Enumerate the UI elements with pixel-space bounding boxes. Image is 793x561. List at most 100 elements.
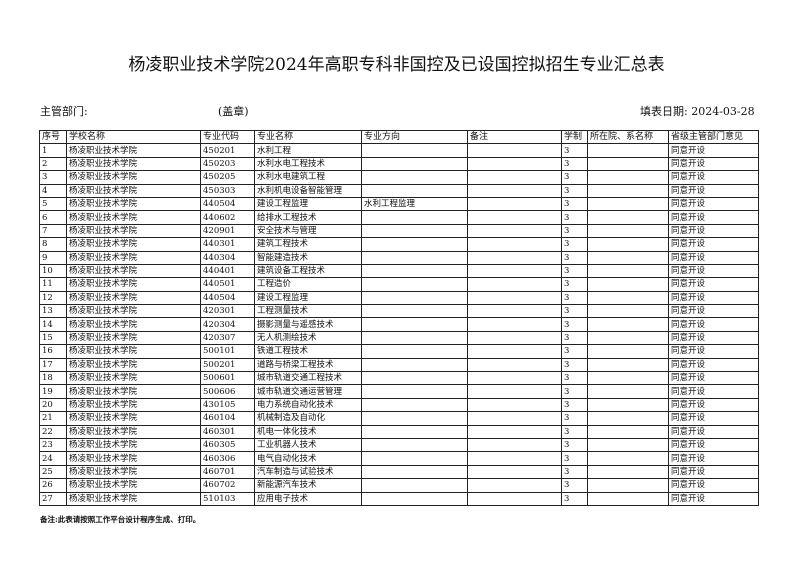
table-cell: 同意开设 (668, 371, 759, 386)
table-cell: 工程测量技术 (254, 304, 362, 319)
table-cell: 杨凌职业技术学院 (66, 143, 201, 158)
table-cell: 3 (561, 411, 588, 426)
seal-label: (盖章) (218, 105, 249, 118)
table-cell: 杨凌职业技术学院 (66, 357, 201, 373)
table-cell: 杨凌职业技术学院 (66, 250, 201, 265)
table-row: 15 杨凌职业技术学院 420307 无人机测绘技术 3 同意开设 (39, 330, 759, 346)
table-cell (587, 357, 669, 373)
table-cell: 杨凌职业技术学院 (66, 411, 201, 426)
table-cell (587, 491, 669, 506)
table-cell (587, 451, 669, 466)
table-row: 9 杨凌职业技术学院 440304 智能建造技术 3 同意开设 (39, 250, 759, 265)
table-cell: 5 (39, 196, 67, 212)
table-cell (361, 344, 468, 359)
table-cell: 12 (39, 290, 67, 306)
table-cell: 水利机电设备智能管理 (254, 183, 362, 198)
table-cell (361, 464, 468, 480)
table-cell (587, 250, 669, 265)
table-cell (467, 156, 562, 172)
table-cell: 3 (561, 424, 588, 439)
table-cell: 420301 (200, 304, 255, 319)
table-cell: 3 (561, 357, 588, 373)
table-cell: 杨凌职业技术学院 (66, 330, 201, 346)
table-cell (361, 143, 468, 158)
table-cell (361, 183, 468, 198)
table-row: 13 杨凌职业技术学院 420301 工程测量技术 3 同意开设 (39, 304, 759, 319)
table-cell: 2 (39, 156, 67, 172)
table-cell: 同意开设 (668, 183, 759, 198)
table-cell (467, 371, 562, 386)
table-cell: 杨凌职业技术学院 (66, 304, 201, 319)
table-row: 11 杨凌职业技术学院 440501 工程造价 3 同意开设 (39, 277, 759, 292)
footnote: 备注:此表请按照工作平台设计程序生成、打印。 (40, 515, 201, 524)
table-cell: 500101 (200, 344, 255, 359)
table-cell: 同意开设 (668, 317, 759, 332)
table-cell (587, 277, 669, 292)
table-cell: 11 (39, 277, 67, 292)
table-row: 25 杨凌职业技术学院 460701 汽车制造与试验技术 3 同意开设 (39, 464, 759, 480)
table-cell (587, 237, 669, 252)
table-cell (467, 304, 562, 319)
table-cell: 450203 (200, 156, 255, 172)
table-cell: 24 (39, 451, 67, 466)
table-cell (467, 384, 562, 399)
table-cell (587, 183, 669, 198)
table-cell: 杨凌职业技术学院 (66, 451, 201, 466)
table-cell (587, 210, 669, 225)
table-cell (467, 464, 562, 480)
table-cell: 3 (561, 237, 588, 252)
table-cell (587, 344, 669, 359)
table-cell: 15 (39, 330, 67, 346)
table-row: 14 杨凌职业技术学院 420304 摄影测量与遥感技术 3 同意开设 (39, 317, 759, 332)
table-cell (467, 437, 562, 453)
table-cell: 3 (561, 250, 588, 265)
table-cell: 同意开设 (668, 330, 759, 346)
table-cell: 同意开设 (668, 451, 759, 466)
department-label: 主管部门: (40, 105, 88, 118)
column-header: 专业代码 (200, 129, 255, 145)
table-cell (361, 304, 468, 319)
table-row: 22 杨凌职业技术学院 460301 机电一体化技术 3 同意开设 (39, 424, 759, 439)
table-cell: 城市轨道交通运营管理 (254, 384, 362, 399)
table-cell (467, 196, 562, 212)
table-cell: 450303 (200, 183, 255, 198)
table-cell: 14 (39, 317, 67, 332)
table-cell: 同意开设 (668, 384, 759, 399)
table-cell: 铁道工程技术 (254, 344, 362, 359)
table-cell: 摄影测量与遥感技术 (254, 317, 362, 332)
table-cell: 3 (561, 156, 588, 172)
table-row: 18 杨凌职业技术学院 500601 城市轨道交通工程技术 3 同意开设 (39, 371, 759, 386)
table-cell: 杨凌职业技术学院 (66, 170, 201, 185)
table-cell (587, 143, 669, 158)
table-cell: 杨凌职业技术学院 (66, 464, 201, 480)
column-header: 省级主管部门意见 (668, 129, 759, 145)
table-cell: 440401 (200, 263, 255, 279)
table-header-row: 序号 学校名称 专业代码 专业名称 专业方向 备注 学制 所在院、系名称 省级主管部门意见 (39, 129, 759, 145)
table-cell: 杨凌职业技术学院 (66, 317, 201, 332)
table-cell: 25 (39, 464, 67, 480)
table-cell: 500601 (200, 371, 255, 386)
table-cell (361, 437, 468, 453)
table-cell (467, 451, 562, 466)
table-cell: 杨凌职业技术学院 (66, 384, 201, 399)
table-cell (361, 357, 468, 373)
table-cell: 420304 (200, 317, 255, 332)
table-cell (587, 263, 669, 279)
table-cell: 水利水电工程技术 (254, 156, 362, 172)
table-row: 3 杨凌职业技术学院 450205 水利水电建筑工程 3 同意开设 (39, 170, 759, 185)
table-row: 6 杨凌职业技术学院 440602 给排水工程技术 3 同意开设 (39, 210, 759, 225)
table-cell (467, 330, 562, 346)
table-cell: 460305 (200, 437, 255, 453)
table-cell (587, 478, 669, 493)
table-cell: 500201 (200, 357, 255, 373)
table-cell: 440504 (200, 290, 255, 306)
table-cell: 3 (561, 330, 588, 346)
table-cell: 同意开设 (668, 491, 759, 506)
table-cell: 460701 (200, 464, 255, 480)
table-cell: 19 (39, 384, 67, 399)
table-cell (467, 277, 562, 292)
table-cell: 23 (39, 437, 67, 453)
table-cell: 同意开设 (668, 344, 759, 359)
table-cell: 510103 (200, 491, 255, 506)
table-row: 5 杨凌职业技术学院 440504 建设工程监理 水利工程监理 3 同意开设 (39, 196, 759, 212)
